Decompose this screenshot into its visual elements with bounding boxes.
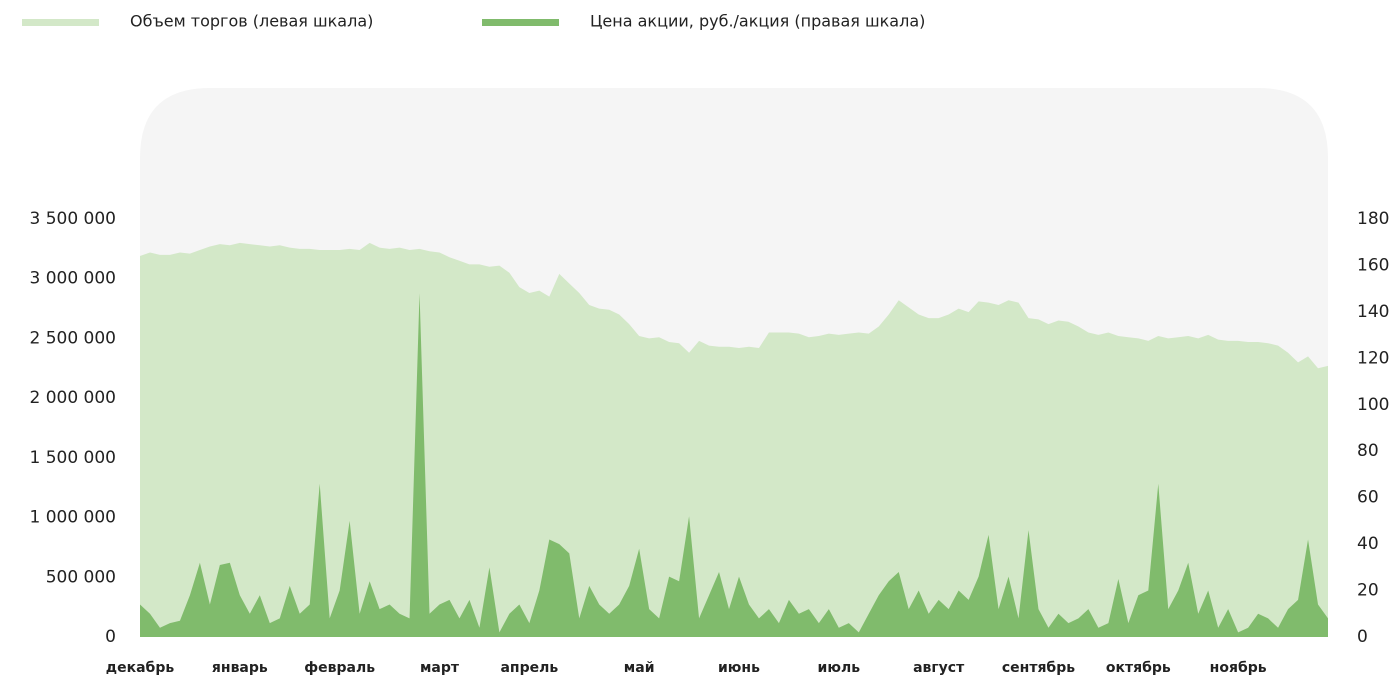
y-tick-label: 1 000 000 xyxy=(29,508,116,528)
y-tick-label: 3 500 000 xyxy=(29,209,116,229)
area xyxy=(140,293,1328,637)
y2-tick-label: 180 xyxy=(1357,209,1389,229)
y2-tick-label: 140 xyxy=(1357,302,1389,322)
x-tick-label: сентябрь xyxy=(1002,660,1075,676)
legend-label: Объем торгов (левая шкала) xyxy=(130,12,373,31)
x-tick-label: июль xyxy=(818,660,861,676)
y-tick-label: 500 000 xyxy=(46,567,116,587)
y-tick-label: 3 000 000 xyxy=(29,269,116,289)
area xyxy=(140,242,1328,637)
y2-tick-label: 60 xyxy=(1357,488,1379,508)
legend-label: Цена акции, руб./акция (правая шкала) xyxy=(590,12,925,31)
legend-swatch xyxy=(22,19,99,26)
x-tick-label: январь xyxy=(212,660,268,676)
y-tick-label: 2 500 000 xyxy=(29,328,116,348)
x-tick-label: февраль xyxy=(304,660,375,676)
y2-tick-label: 100 xyxy=(1357,395,1389,415)
y2-tick-label: 0 xyxy=(1357,627,1368,647)
y-tick-label: 0 xyxy=(105,627,116,647)
x-tick-label: май xyxy=(624,660,655,676)
y-tick-label: 2 000 000 xyxy=(29,388,116,408)
x-tick-label: декабрь xyxy=(106,660,175,676)
y-tick-label: 1 500 000 xyxy=(29,448,116,468)
x-tick-label: ноябрь xyxy=(1210,660,1267,676)
x-tick-label: апрель xyxy=(500,660,558,676)
x-tick-label: октябрь xyxy=(1106,660,1171,676)
y2-tick-label: 120 xyxy=(1357,348,1389,368)
y2-tick-label: 20 xyxy=(1357,581,1379,601)
x-tick-label: август xyxy=(913,660,965,676)
y2-tick-label: 80 xyxy=(1357,441,1379,461)
y2-tick-label: 160 xyxy=(1357,255,1389,275)
y2-tick-label: 40 xyxy=(1357,534,1379,554)
x-tick-label: июнь xyxy=(718,660,760,676)
x-tick-label: март xyxy=(420,660,460,676)
legend-swatch xyxy=(482,19,559,26)
